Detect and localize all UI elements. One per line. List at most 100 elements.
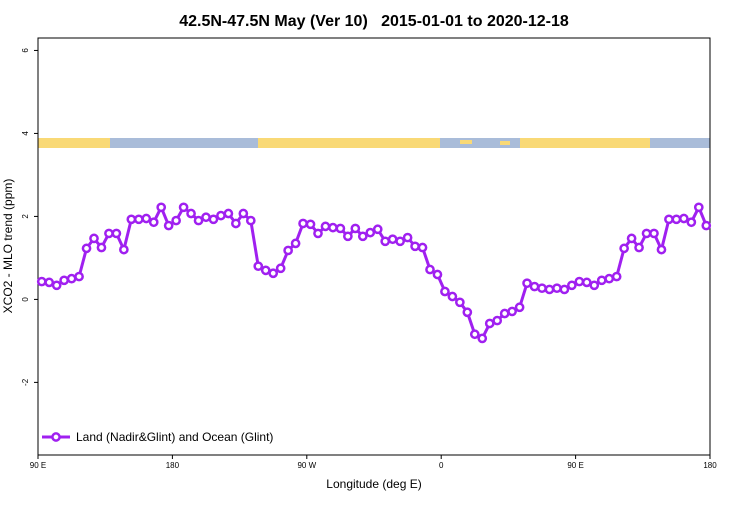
data-point xyxy=(417,242,428,253)
data-point xyxy=(395,236,405,247)
x-tick-label: 180 xyxy=(166,461,180,470)
data-point xyxy=(693,202,704,213)
data-point xyxy=(104,228,114,239)
data-point xyxy=(81,243,92,254)
data-point xyxy=(126,214,137,225)
data-point xyxy=(186,208,196,219)
data-point xyxy=(552,283,562,294)
data-point xyxy=(671,214,682,225)
data-point xyxy=(440,286,450,297)
data-point xyxy=(492,315,503,326)
data-point xyxy=(238,208,249,219)
data-point xyxy=(245,215,256,226)
data-point xyxy=(335,223,346,234)
data-point xyxy=(611,271,622,282)
data-point xyxy=(171,215,181,226)
data-point xyxy=(343,231,353,242)
x-tick-label: 0 xyxy=(439,461,444,470)
y-tick-label: 0 xyxy=(21,297,30,302)
data-point xyxy=(313,228,323,239)
data-point xyxy=(96,242,107,253)
x-tick-label: 180 xyxy=(703,461,717,470)
land-ocean-strip xyxy=(38,138,710,148)
data-point xyxy=(141,213,152,224)
data-point xyxy=(402,232,413,243)
data-point xyxy=(260,265,271,276)
data-point xyxy=(163,220,174,231)
data-point xyxy=(387,234,398,245)
data-point xyxy=(59,275,69,286)
data-point xyxy=(656,244,667,255)
data-point xyxy=(208,214,219,225)
data-point xyxy=(178,202,189,213)
data-point xyxy=(357,231,368,242)
data-point xyxy=(604,273,615,284)
y-tick-label: 4 xyxy=(21,131,30,136)
data-point xyxy=(223,208,234,219)
x-tick-label: 90 E xyxy=(30,461,46,470)
data-point xyxy=(581,277,592,288)
data-point xyxy=(641,228,652,239)
data-point xyxy=(619,243,629,254)
data-point xyxy=(455,297,465,308)
data-point xyxy=(365,227,376,238)
data-point xyxy=(89,233,99,244)
data-point xyxy=(283,245,293,256)
data-point xyxy=(156,202,167,213)
data-point xyxy=(447,291,458,302)
data-point xyxy=(320,221,331,232)
data-point xyxy=(686,217,697,228)
y-axis-label: XCO2 - MLO trend (ppm) xyxy=(1,179,15,314)
data-point xyxy=(36,276,47,287)
data-point xyxy=(74,271,84,282)
data-point xyxy=(425,264,435,275)
data-point xyxy=(111,228,122,239)
data-point xyxy=(701,220,712,231)
data-point xyxy=(596,275,607,286)
data-point xyxy=(574,276,585,287)
data-point xyxy=(559,284,570,295)
data-point xyxy=(679,213,689,224)
data-point xyxy=(119,244,129,255)
x-tick-label: 90 W xyxy=(297,461,316,470)
data-point xyxy=(462,307,473,318)
data-point xyxy=(522,278,532,289)
y-tick-label: 6 xyxy=(21,48,30,53)
data-point xyxy=(290,238,301,249)
data-point xyxy=(380,236,391,247)
data-point xyxy=(410,241,420,252)
data-point xyxy=(529,281,540,292)
data-point xyxy=(253,261,264,272)
data-point xyxy=(305,219,316,230)
data-point xyxy=(589,280,600,291)
data-point xyxy=(514,302,525,313)
data-point xyxy=(477,333,488,344)
data-point xyxy=(544,284,555,295)
data-point xyxy=(66,273,77,284)
data-point xyxy=(148,217,159,228)
data-point xyxy=(484,318,495,329)
plot-frame xyxy=(37,37,711,456)
data-point xyxy=(44,277,55,288)
data-point xyxy=(499,308,510,319)
data-point xyxy=(298,218,308,229)
x-axis-label: Longitude (deg E) xyxy=(326,477,421,491)
y-tick-label: 2 xyxy=(21,214,30,219)
chart-title: 42.5N-47.5N May (Ver 10) 2015-01-01 to 2… xyxy=(179,13,569,30)
data-point xyxy=(537,283,547,294)
data-point xyxy=(268,268,279,279)
data-point xyxy=(201,212,211,223)
data-point xyxy=(634,242,644,253)
data-point xyxy=(626,233,637,244)
legend-marker xyxy=(51,432,61,442)
data-point xyxy=(507,306,517,317)
data-point xyxy=(649,228,659,239)
legend-label: Land (Nadir&Glint) and Ocean (Glint) xyxy=(76,430,273,444)
data-point xyxy=(216,210,226,221)
data-point xyxy=(432,269,443,280)
data-point xyxy=(51,280,62,291)
data-point xyxy=(275,263,286,274)
x-tick-label: 90 E xyxy=(567,461,583,470)
data-point xyxy=(350,223,361,234)
